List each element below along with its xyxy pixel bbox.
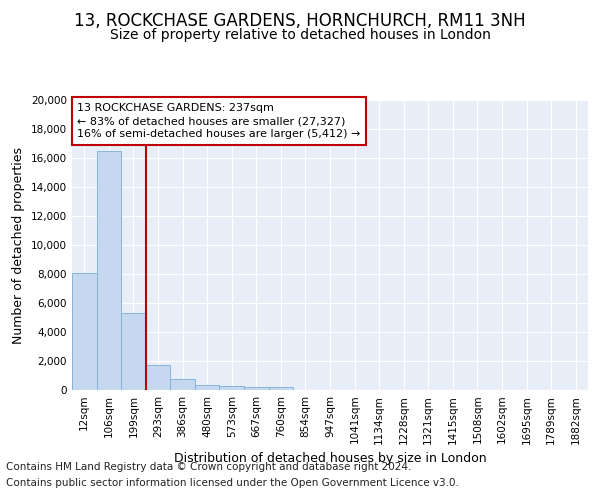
X-axis label: Distribution of detached houses by size in London: Distribution of detached houses by size … <box>173 452 487 465</box>
Text: Contains HM Land Registry data © Crown copyright and database right 2024.: Contains HM Land Registry data © Crown c… <box>6 462 412 472</box>
Text: 13 ROCKCHASE GARDENS: 237sqm
← 83% of detached houses are smaller (27,327)
16% o: 13 ROCKCHASE GARDENS: 237sqm ← 83% of de… <box>77 103 361 140</box>
Bar <box>244 387 269 390</box>
Bar <box>195 385 220 390</box>
Bar <box>72 272 97 390</box>
Bar <box>170 379 195 390</box>
Text: Contains public sector information licensed under the Open Government Licence v3: Contains public sector information licen… <box>6 478 459 488</box>
Bar <box>220 386 244 390</box>
Text: Size of property relative to detached houses in London: Size of property relative to detached ho… <box>110 28 490 42</box>
Bar <box>146 364 170 390</box>
Y-axis label: Number of detached properties: Number of detached properties <box>13 146 25 344</box>
Bar <box>121 313 146 390</box>
Bar <box>97 151 121 390</box>
Text: 13, ROCKCHASE GARDENS, HORNCHURCH, RM11 3NH: 13, ROCKCHASE GARDENS, HORNCHURCH, RM11 … <box>74 12 526 30</box>
Bar <box>269 388 293 390</box>
